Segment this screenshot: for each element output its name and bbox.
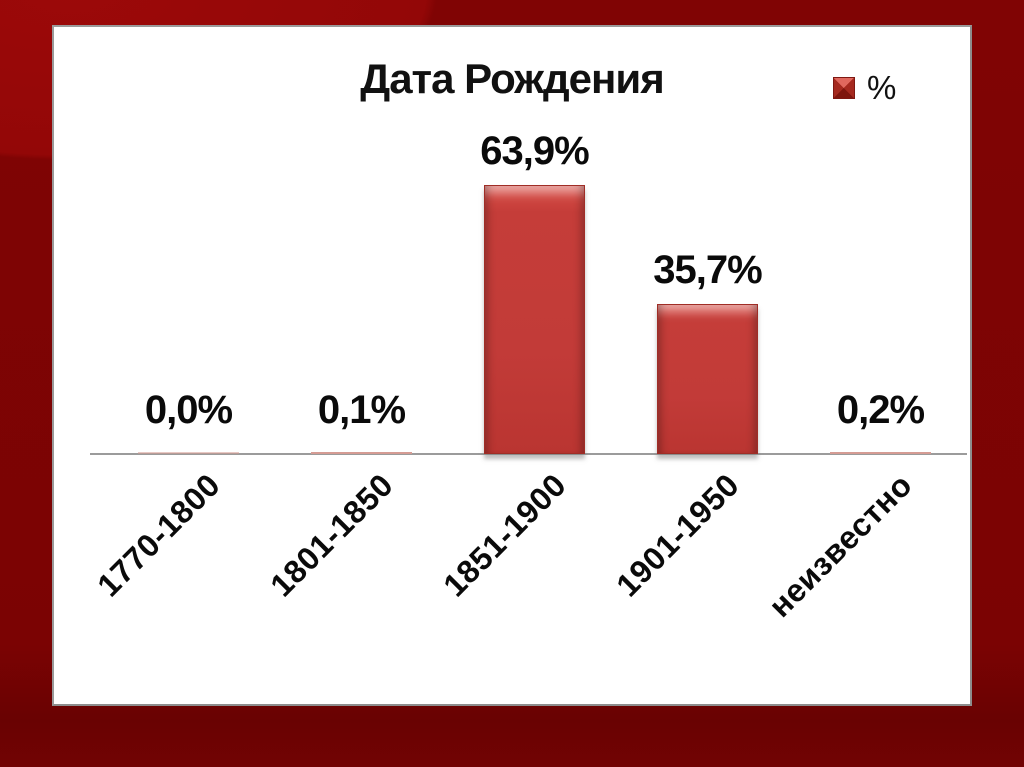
value-label-1901-1950: 35,7% bbox=[653, 248, 762, 292]
plot-area: 0,0% 0,1% 63,9% 35,7% 0,2% bbox=[90, 27, 967, 455]
legend-series-marker-icon bbox=[833, 76, 855, 99]
legend-series-label: % bbox=[867, 69, 897, 106]
category-label-неизвестно: неизвестно bbox=[761, 466, 919, 625]
value-label-1801-1850: 0,1% bbox=[317, 388, 406, 432]
bar-1770-1800 bbox=[138, 452, 239, 454]
value-label-1770-1800: 0,0% bbox=[144, 388, 233, 432]
category-label-1801-1850: 1801-1850 bbox=[262, 466, 400, 604]
x-axis-line bbox=[90, 453, 967, 455]
bar-1901-1950 bbox=[657, 304, 758, 454]
category-label-1851-1900: 1851-1900 bbox=[435, 466, 573, 604]
value-label-1851-1900: 63,9% bbox=[480, 129, 589, 173]
bar-1801-1850 bbox=[311, 452, 412, 454]
category-label-1901-1950: 1901-1950 bbox=[608, 466, 746, 604]
category-label-1770-1800: 1770-1800 bbox=[89, 466, 227, 604]
bar-1851-1900 bbox=[484, 185, 585, 454]
legend: % bbox=[833, 71, 896, 104]
category-axis: 1770-1800 1801-1850 1851-1900 1901-1950 неиз… bbox=[90, 466, 967, 706]
chart-panel: Дата Рождения % 0,0% 0,1% 63,9% 35,7% 0,2% 1… bbox=[52, 25, 972, 706]
value-label-неизвестно: 0,2% bbox=[836, 388, 925, 432]
bar-неизвестно bbox=[830, 452, 931, 454]
chart-title: Дата Рождения bbox=[360, 55, 664, 102]
